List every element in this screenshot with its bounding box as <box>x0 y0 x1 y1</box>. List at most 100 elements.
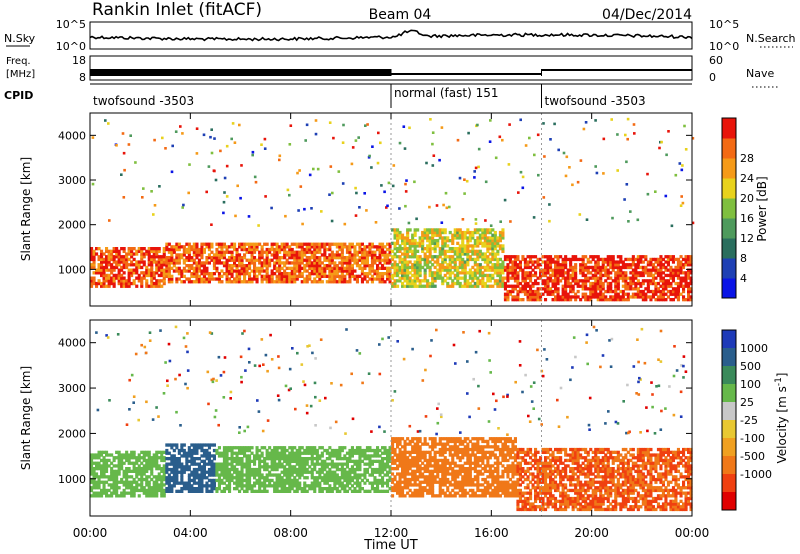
data-cell <box>355 467 359 472</box>
data-cell <box>418 445 422 449</box>
data-cell <box>431 276 435 280</box>
data-cell <box>639 265 643 270</box>
data-cell <box>423 453 427 457</box>
nave-label: Nave <box>746 67 774 80</box>
data-cell <box>523 289 527 294</box>
data-cell <box>614 292 618 296</box>
data-cell <box>418 239 422 243</box>
data-cell <box>609 295 613 299</box>
data-cell <box>666 279 670 283</box>
data-cell <box>503 255 507 259</box>
data-cell <box>222 446 226 450</box>
data-cell <box>501 228 505 232</box>
data-cell <box>275 489 279 493</box>
data-cell <box>290 242 294 246</box>
data-cell <box>355 250 359 254</box>
data-cell <box>157 273 161 278</box>
data-cell <box>303 476 307 480</box>
data-cell <box>461 271 465 275</box>
data-cell <box>436 276 440 280</box>
data-cell <box>165 478 169 483</box>
data-cell <box>554 279 558 283</box>
data-cell <box>488 252 492 256</box>
data-cell <box>305 261 309 265</box>
data-cell <box>664 255 668 259</box>
data-cell <box>273 454 277 458</box>
data-cell <box>170 459 174 463</box>
data-cell <box>428 491 432 495</box>
data-cell <box>595 171 599 175</box>
data-cell <box>305 245 309 249</box>
data-cell <box>202 451 206 455</box>
data-cell <box>102 281 106 286</box>
data-cell <box>207 272 211 276</box>
data-cell <box>170 253 174 257</box>
data-cell <box>105 458 109 463</box>
data-cell <box>644 295 648 299</box>
data-cell <box>461 268 465 272</box>
data-cell <box>478 279 482 283</box>
data-cell <box>195 470 199 474</box>
data-cell <box>646 172 649 176</box>
data-cell <box>451 257 455 262</box>
data-cell <box>679 292 683 296</box>
data-cell <box>130 268 134 272</box>
data-cell <box>416 442 420 446</box>
data-cell <box>172 247 176 252</box>
data-cell <box>318 242 322 246</box>
data-cell <box>429 118 432 121</box>
data-cell <box>488 236 492 240</box>
data-cell <box>684 281 688 286</box>
data-cell <box>105 453 109 457</box>
data-cell <box>398 491 402 495</box>
data-cell <box>531 281 535 286</box>
data-cell <box>120 247 124 251</box>
data-cell <box>606 257 610 262</box>
data-cell <box>391 184 395 188</box>
data-cell <box>318 272 322 276</box>
data-cell <box>406 252 410 256</box>
data-cell <box>325 476 329 480</box>
data-cell <box>396 486 400 490</box>
data-cell <box>521 175 525 179</box>
data-cell <box>682 257 686 262</box>
data-cell <box>426 279 430 283</box>
data-cell <box>353 448 357 453</box>
data-cell <box>243 446 247 450</box>
data-cell <box>529 292 533 296</box>
data-cell <box>100 260 104 264</box>
data-cell <box>270 462 274 466</box>
data-cell <box>275 448 279 453</box>
data-cell <box>132 281 136 286</box>
data-cell <box>328 467 332 472</box>
data-cell <box>207 274 211 278</box>
data-cell <box>273 261 277 265</box>
data-cell <box>421 488 425 493</box>
data-cell <box>268 277 272 281</box>
data-cell <box>388 272 392 276</box>
data-cell <box>554 268 558 272</box>
data-cell <box>403 268 407 272</box>
data-cell <box>544 284 548 288</box>
data-cell <box>666 263 670 267</box>
data-cell <box>534 279 538 283</box>
data-cell <box>338 476 342 480</box>
data-cell <box>571 284 575 288</box>
data-cell <box>280 462 284 466</box>
data-cell <box>631 263 635 267</box>
data-cell <box>383 190 386 194</box>
data-cell <box>546 276 550 280</box>
data-cell <box>175 478 179 483</box>
data-cell <box>689 268 693 272</box>
data-cell <box>634 265 638 270</box>
data-cell <box>676 273 680 278</box>
data-cell <box>195 446 199 450</box>
data-cell <box>556 255 560 259</box>
data-cell <box>110 467 114 471</box>
data-cell <box>353 470 357 474</box>
data-cell <box>348 256 352 260</box>
data-cell <box>315 247 319 252</box>
data-cell <box>531 295 535 299</box>
data-cell <box>473 273 477 278</box>
data-cell <box>90 488 94 493</box>
